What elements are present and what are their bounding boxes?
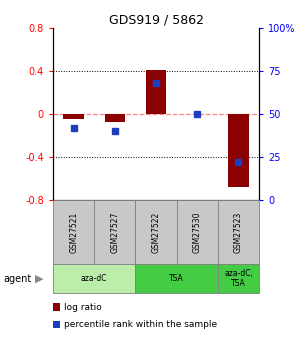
Text: percentile rank within the sample: percentile rank within the sample bbox=[64, 320, 217, 329]
Bar bbox=[63, 114, 84, 119]
Text: GSM27522: GSM27522 bbox=[152, 211, 161, 253]
Text: ▶: ▶ bbox=[35, 274, 43, 284]
Text: aza-dC: aza-dC bbox=[81, 274, 108, 283]
Bar bbox=[105, 114, 125, 122]
Text: GSM27530: GSM27530 bbox=[193, 211, 202, 253]
Bar bbox=[228, 114, 249, 187]
Text: TSA: TSA bbox=[169, 274, 184, 283]
Text: log ratio: log ratio bbox=[64, 303, 102, 312]
Text: GSM27527: GSM27527 bbox=[110, 211, 119, 253]
Text: GSM27523: GSM27523 bbox=[234, 211, 243, 253]
Bar bbox=[146, 70, 166, 114]
Text: GSM27521: GSM27521 bbox=[69, 211, 78, 253]
Text: aza-dC,
TSA: aza-dC, TSA bbox=[224, 269, 253, 288]
Title: GDS919 / 5862: GDS919 / 5862 bbox=[108, 13, 204, 27]
Text: agent: agent bbox=[3, 274, 31, 284]
